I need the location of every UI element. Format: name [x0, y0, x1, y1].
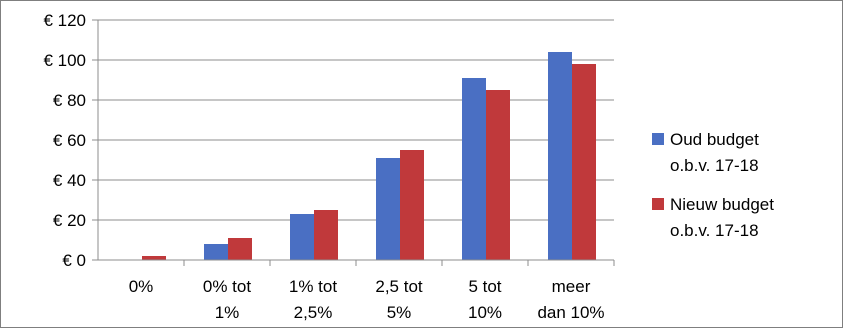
x-tick-label: dan 10% — [537, 303, 604, 322]
x-tick-labels: 0% 0% tot 1% 1% tot 2,5% 2,5 tot 5% 5 tot 10% mee… — [129, 277, 605, 322]
bar-nieuw — [314, 210, 338, 260]
legend-label: o.b.v. 17-18 — [670, 221, 759, 240]
bar-oud — [290, 214, 314, 260]
bar-oud — [548, 52, 572, 260]
y-tick-label: € 120 — [43, 11, 86, 30]
legend-label: o.b.v. 17-18 — [670, 156, 759, 175]
bar-oud — [376, 158, 400, 260]
legend: Oud budget o.b.v. 17-18 Nieuw budget o.b.v.… — [652, 130, 774, 240]
y-tick-label: € 20 — [53, 211, 86, 230]
y-tick-labels: € 0 € 20 € 40 € 60 € 80 € 100 € 120 — [43, 11, 86, 270]
axes — [92, 19, 615, 266]
x-tick-label: 5% — [387, 303, 412, 322]
legend-swatch — [652, 198, 664, 210]
x-tick-label: meer — [552, 277, 591, 296]
bar-nieuw — [572, 64, 596, 260]
x-tick-label: 1% tot — [289, 277, 337, 296]
y-tick-label: € 100 — [43, 51, 86, 70]
bars — [142, 52, 596, 260]
bar-oud — [462, 78, 486, 260]
bar-nieuw — [400, 150, 424, 260]
y-tick-label: € 80 — [53, 91, 86, 110]
bar-nieuw — [142, 256, 166, 260]
y-tick-label: € 60 — [53, 131, 86, 150]
x-tick-label: 10% — [468, 303, 502, 322]
y-tick-label: € 0 — [62, 251, 86, 270]
x-tick-label: 2,5% — [294, 303, 333, 322]
x-tick-label: 5 tot — [468, 277, 501, 296]
bar-nieuw — [228, 238, 252, 260]
gridlines — [98, 19, 614, 221]
x-tick-label: 0% — [129, 277, 154, 296]
legend-label: Nieuw budget — [670, 195, 774, 214]
y-tick-label: € 40 — [53, 171, 86, 190]
legend-swatch — [652, 133, 664, 145]
legend-label: Oud budget — [670, 130, 759, 149]
bar-oud — [204, 244, 228, 260]
bar-nieuw — [486, 90, 510, 260]
x-tick-label: 2,5 tot — [375, 277, 423, 296]
x-tick-label: 0% tot — [203, 277, 251, 296]
x-tick-label: 1% — [215, 303, 240, 322]
